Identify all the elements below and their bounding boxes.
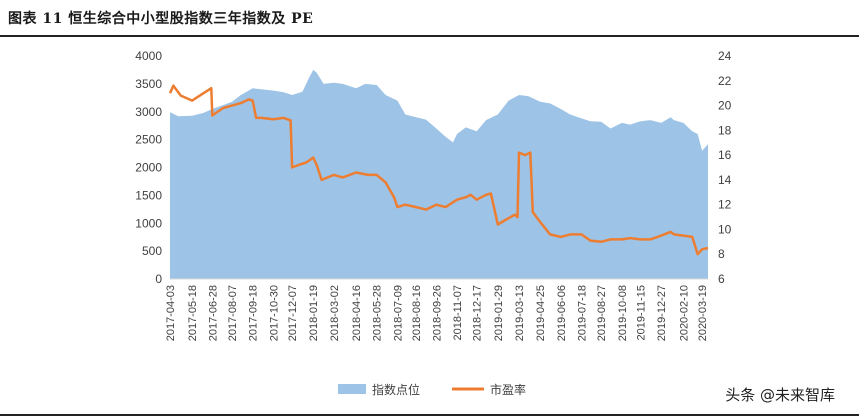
right-y-tick-label: 14 [718, 173, 732, 187]
x-tick-label: 2018-08-16 [411, 285, 423, 341]
right-y-tick-label: 8 [718, 247, 725, 261]
left-y-tick-label: 1000 [135, 216, 162, 230]
legend-label-pe: 市盈率 [490, 382, 526, 397]
legend-swatch-index [338, 384, 366, 394]
x-tick-label: 2018-04-16 [351, 285, 363, 341]
left-y-tick-label: 500 [142, 244, 162, 258]
x-tick-label: 2017-12-07 [287, 285, 299, 341]
x-tick-label: 2018-11-07 [452, 285, 464, 340]
right-y-tick-label: 18 [718, 123, 732, 137]
right-y-tick-label: 16 [718, 148, 732, 162]
right-y-tick-label: 24 [718, 49, 732, 63]
left-y-tick-label: 2500 [135, 133, 162, 147]
x-tick-label: 2018-07-09 [392, 285, 404, 341]
bottom-divider [0, 414, 859, 416]
index-level-area [170, 69, 708, 280]
plot-area [168, 69, 709, 280]
x-tick-label: 2019-04-25 [535, 285, 547, 341]
watermark-text: 头条 @未来智库 [725, 386, 835, 404]
x-tick-label: 2019-06-06 [556, 285, 568, 341]
x-axis: 2017-04-03 2017-05-18 2017-06-28 2017-08-07… [165, 278, 709, 341]
left-y-axis: 0 500 1000 1500 2000 2500 3000 3500 4000 [135, 49, 162, 286]
x-tick-label: 2019-07-18 [576, 285, 588, 341]
left-y-tick-label: 2000 [135, 161, 162, 175]
left-y-tick-label: 0 [155, 272, 162, 286]
figure-title: 图表 11 恒生综合中小型股指数三年指数及 PE [8, 11, 314, 27]
x-tick-label: 2019-01-29 [493, 285, 505, 341]
x-tick-label: 2019-03-13 [514, 285, 526, 341]
legend: 指数点位 市盈率 [338, 382, 526, 397]
right-y-axis: 6 8 10 12 14 16 18 20 22 24 [718, 49, 732, 286]
x-tick-label: 2019-10-08 [617, 285, 629, 341]
left-y-tick-label: 4000 [135, 49, 162, 63]
x-tick-label: 2018-09-26 [431, 285, 443, 341]
x-tick-label: 2019-12-27 [656, 285, 668, 341]
top-divider [0, 35, 859, 37]
left-y-tick-label: 3000 [135, 105, 162, 119]
right-y-tick-label: 22 [718, 74, 732, 88]
x-tick-label: 2019-08-27 [596, 285, 608, 341]
x-tick-label: 2017-06-28 [207, 285, 219, 341]
x-tick-label: 2019-11-15 [636, 285, 648, 340]
left-y-tick-label: 1500 [135, 188, 162, 202]
x-tick-label: 2018-12-17 [472, 285, 484, 341]
pe-ratio-line [168, 84, 709, 256]
x-tick-label: 2017-09-18 [248, 285, 260, 341]
right-y-tick-label: 6 [718, 272, 725, 286]
x-tick-label: 2018-05-28 [372, 285, 384, 341]
x-tick-label: 2018-03-02 [329, 285, 341, 341]
right-y-tick-label: 10 [718, 222, 732, 236]
x-tick-label: 2017-04-03 [165, 285, 177, 341]
x-tick-label: 2017-08-07 [227, 285, 239, 341]
x-tick-label: 2018-01-19 [308, 285, 320, 341]
left-y-tick-label: 3500 [135, 77, 162, 91]
x-tick-label: 2020-03-19 [697, 285, 709, 341]
x-tick-label: 2017-05-18 [187, 285, 199, 341]
right-y-tick-label: 12 [718, 198, 732, 212]
right-y-tick-label: 20 [718, 99, 732, 113]
x-tick-label: 2020-02-10 [678, 285, 690, 341]
x-tick-label: 2017-10-30 [268, 285, 280, 341]
legend-label-index: 指数点位 [372, 382, 420, 397]
